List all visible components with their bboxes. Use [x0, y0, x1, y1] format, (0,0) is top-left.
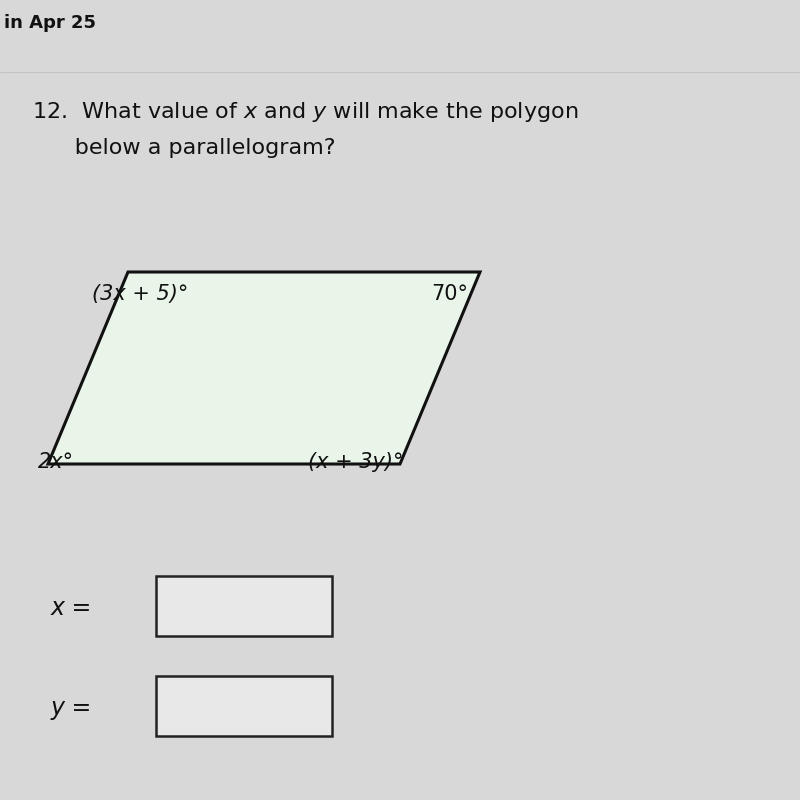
Text: x =: x =: [50, 596, 92, 620]
Text: 12.  What value of $x$ and $y$ will make the polygon: 12. What value of $x$ and $y$ will make …: [32, 100, 578, 124]
Bar: [156, 676, 332, 736]
Text: y =: y =: [50, 696, 92, 720]
Text: 70°: 70°: [431, 284, 468, 304]
Text: below a parallelogram?: below a parallelogram?: [32, 138, 335, 158]
Bar: [156, 576, 332, 636]
Text: 2x°: 2x°: [38, 452, 74, 472]
Text: (3x + 5)°: (3x + 5)°: [92, 284, 188, 304]
Polygon shape: [48, 272, 480, 464]
Text: in Apr 25: in Apr 25: [4, 14, 96, 31]
Text: (x + 3y)°: (x + 3y)°: [309, 452, 404, 472]
